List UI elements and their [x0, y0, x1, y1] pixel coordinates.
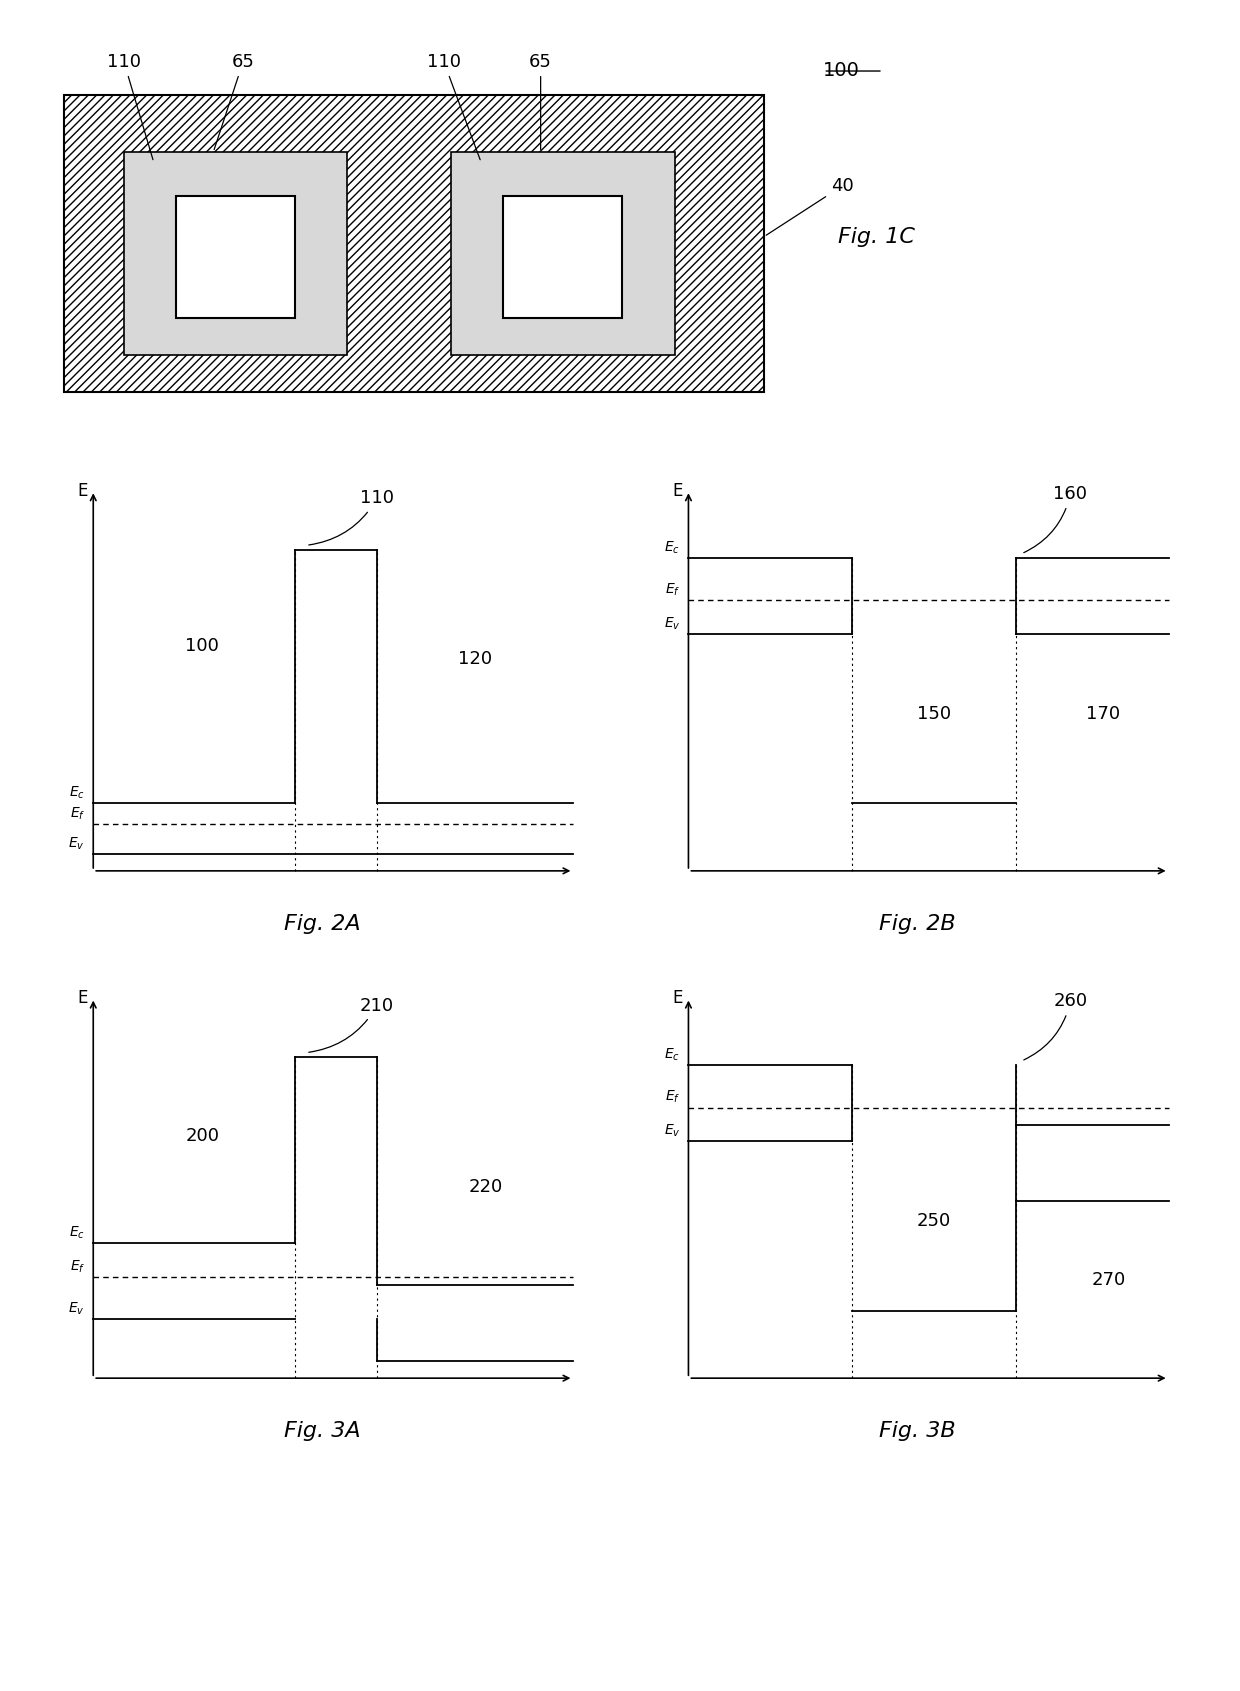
Text: $E_f$: $E_f$ — [69, 807, 86, 822]
Bar — [176, 196, 295, 318]
Text: 170: 170 — [1086, 705, 1120, 722]
Text: 220: 220 — [469, 1179, 503, 1196]
Text: 210: 210 — [309, 996, 394, 1052]
Text: $E_c$: $E_c$ — [665, 1047, 681, 1064]
Text: $E_c$: $E_c$ — [665, 539, 681, 556]
Text: Fig. 2A: Fig. 2A — [284, 915, 361, 933]
Bar — [64, 95, 764, 392]
Text: $E_c$: $E_c$ — [69, 785, 86, 802]
Text: 260: 260 — [1024, 993, 1087, 1060]
Text: E: E — [77, 482, 88, 501]
Text: 40: 40 — [766, 178, 853, 235]
Text: E: E — [672, 989, 683, 1008]
Text: $E_v$: $E_v$ — [68, 835, 86, 852]
Text: $E_f$: $E_f$ — [665, 1089, 681, 1106]
Text: 200: 200 — [185, 1128, 219, 1145]
Bar — [503, 196, 622, 318]
Text: 250: 250 — [916, 1212, 951, 1229]
Text: E: E — [77, 989, 88, 1008]
Text: Fig. 1C: Fig. 1C — [838, 227, 915, 247]
Text: 100: 100 — [186, 638, 219, 654]
Text: 110: 110 — [107, 52, 153, 159]
Text: $E_f$: $E_f$ — [69, 1258, 86, 1275]
Text: Fig. 3A: Fig. 3A — [284, 1422, 361, 1441]
Text: 270: 270 — [1091, 1272, 1126, 1289]
Text: $E_v$: $E_v$ — [663, 616, 681, 632]
Text: 110: 110 — [427, 52, 480, 159]
Bar — [451, 152, 675, 355]
Text: Fig. 2B: Fig. 2B — [879, 915, 956, 933]
Text: 65: 65 — [529, 52, 552, 149]
Text: Fig. 3B: Fig. 3B — [879, 1422, 956, 1441]
Text: 120: 120 — [458, 649, 492, 668]
Text: E: E — [672, 482, 683, 501]
Text: 65: 65 — [215, 52, 254, 149]
Text: 160: 160 — [1024, 485, 1087, 553]
Text: 150: 150 — [916, 705, 951, 722]
Text: $E_v$: $E_v$ — [663, 1123, 681, 1140]
Bar — [124, 152, 347, 355]
Text: $E_v$: $E_v$ — [68, 1300, 86, 1317]
Text: 100: 100 — [823, 61, 861, 79]
Text: 110: 110 — [309, 489, 394, 545]
Text: $E_f$: $E_f$ — [665, 582, 681, 599]
Text: $E_c$: $E_c$ — [69, 1224, 86, 1241]
